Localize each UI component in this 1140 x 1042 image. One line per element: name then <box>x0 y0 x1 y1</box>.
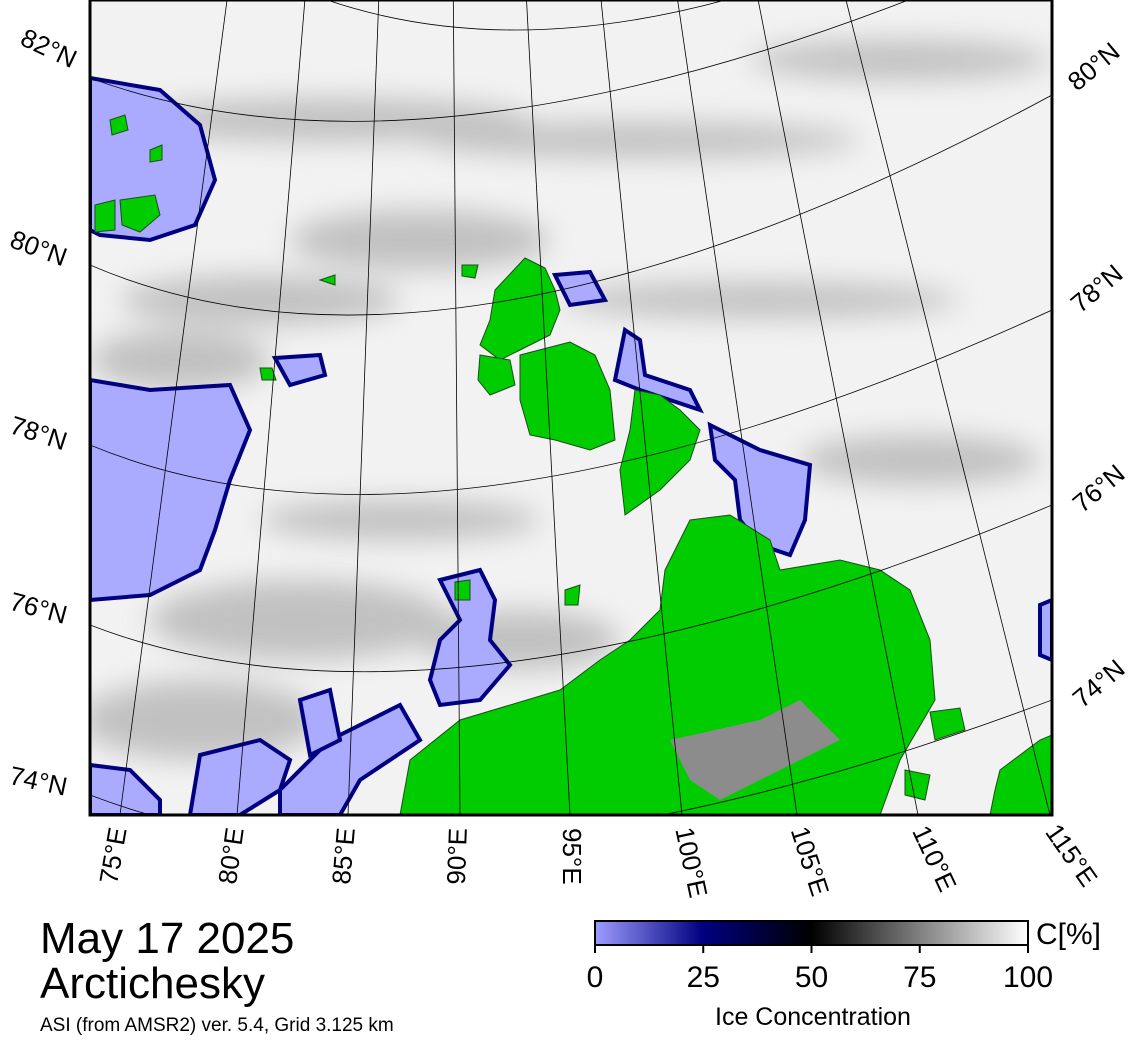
water-patch <box>297 687 343 758</box>
meridian <box>677 0 798 815</box>
pioneer-island <box>477 354 516 396</box>
parallel <box>90 94 1052 316</box>
lon-label: 75°E <box>93 825 132 886</box>
meridian <box>526 0 571 815</box>
source: ASI (from AMSR2) ver. 5.4, Grid 3.125 km <box>40 1015 394 1036</box>
meridian <box>845 0 1051 815</box>
colorbar-tick-label: 100 <box>1003 961 1053 994</box>
water-taimyr <box>707 421 813 558</box>
colorbar <box>594 920 1029 946</box>
date: May 17 2025 <box>40 914 294 963</box>
colorbar-tick-label: 75 <box>903 961 936 994</box>
parallel <box>90 504 1052 673</box>
water-west <box>90 377 253 603</box>
lon-label: 85°E <box>326 827 361 886</box>
lat-label: 74°N <box>1067 653 1131 713</box>
meridian <box>119 0 228 815</box>
meridian <box>600 0 683 815</box>
meridian <box>347 0 380 815</box>
islands-east <box>904 707 966 801</box>
lat-label: 76°N <box>1067 458 1131 518</box>
water-patch <box>612 326 704 414</box>
colorbar-tick-label: 25 <box>687 961 720 994</box>
parallel <box>90 0 910 122</box>
water-patch <box>271 352 328 388</box>
lat-label: 82°N <box>16 22 81 74</box>
land-ice <box>670 700 840 800</box>
colorbar-tick-label: 0 <box>587 961 604 994</box>
water-south <box>90 762 162 815</box>
map-area <box>90 0 1052 815</box>
lat-label: 76°N <box>7 586 71 630</box>
parallel <box>90 309 1052 495</box>
colorbar-ticks: 0 25 50 75 100 <box>587 945 1053 994</box>
region: Arctichesky <box>40 959 265 1008</box>
lat-label: 78°N <box>1065 258 1129 318</box>
graticule <box>90 0 1052 815</box>
parallel <box>90 699 1052 815</box>
lon-label: 95°E <box>557 828 587 885</box>
october-revolution-island <box>519 341 616 451</box>
lat-label: 74°N <box>7 760 70 801</box>
colorbar-unit: C[%] <box>1036 918 1101 951</box>
colorbar-label: Ice Concentration <box>715 1003 911 1031</box>
lon-label: 105°E <box>785 823 836 900</box>
komsomolets-island <box>479 257 561 361</box>
lon-label: 100°E <box>669 824 713 900</box>
lon-label: 115°E <box>1039 818 1103 892</box>
lon-label: 90°E <box>441 827 473 885</box>
meridian <box>236 0 306 815</box>
lon-label: 80°E <box>212 826 250 886</box>
lat-label: 80°N <box>1062 36 1126 96</box>
meridian <box>757 0 919 815</box>
colorbar-tick-label: 50 <box>795 961 828 994</box>
franz-josef-land <box>94 114 163 233</box>
small-islands <box>259 264 581 606</box>
water-patch <box>427 567 513 708</box>
water-east <box>1038 597 1052 663</box>
parallel <box>326 0 727 31</box>
lon-label: 110°E <box>906 821 962 896</box>
water-patch <box>551 269 609 308</box>
map-frame <box>88 0 1054 817</box>
lat-label: 78°N <box>6 410 71 456</box>
land-east <box>989 734 1052 815</box>
meridian <box>452 0 461 815</box>
lat-label: 80°N <box>6 224 71 272</box>
